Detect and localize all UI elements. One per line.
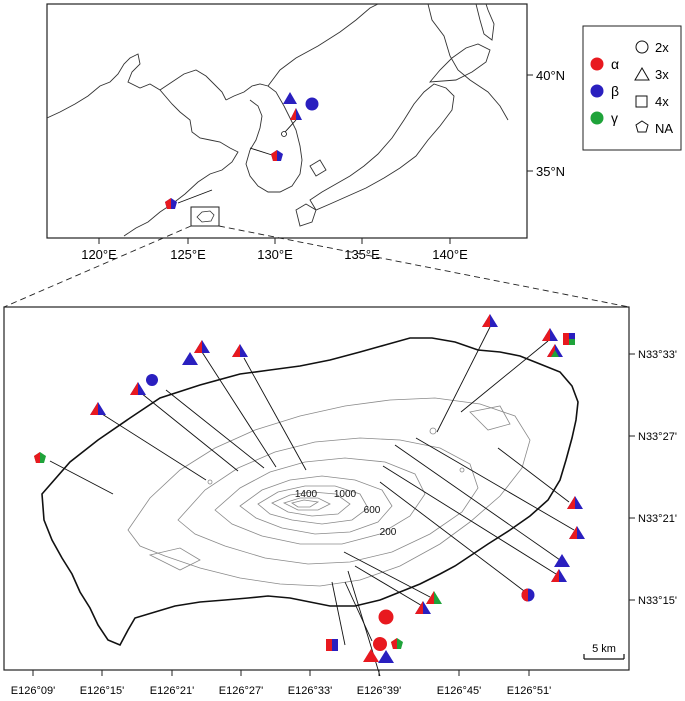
site-marker-pentagon-red-green — [391, 638, 403, 649]
zoom-connector-lines — [3, 225, 630, 308]
lon-tick-label: 120°E — [81, 247, 117, 262]
triangle-icon — [634, 67, 650, 81]
lat-tick-label: N33°15' — [638, 595, 677, 607]
site-marker-triangle-red-blue — [569, 526, 585, 539]
site-marker-triangle-red-blue-green — [547, 344, 563, 357]
site-marker-triangle-red-blue — [482, 314, 498, 327]
lon-tick-label: E126°21' — [150, 685, 194, 697]
region-map-frame — [46, 3, 528, 239]
contour-lines — [127, 397, 531, 587]
site-marker-pentagon-red-green — [34, 452, 46, 463]
lat-tick-label: N33°33' — [638, 349, 677, 361]
site-marker-square-red-blue-green — [563, 333, 575, 345]
legend-color-swatch — [590, 111, 604, 125]
lat-tick-label: N33°27' — [638, 431, 677, 443]
site-marker-triangle-red-blue — [542, 328, 558, 341]
circle-icon — [635, 40, 649, 54]
contour-label: 1000 — [334, 489, 357, 500]
site-marker-triangle-red-blue — [130, 382, 146, 395]
region-marker-triangle-red-blue — [290, 108, 302, 120]
contour-label: 600 — [364, 505, 381, 516]
lon-tick-label: 130°E — [257, 247, 293, 262]
scale-bar: 5 km — [583, 643, 625, 660]
legend-color-label: β — [611, 83, 619, 99]
lon-tick-label: 125°E — [170, 247, 206, 262]
site-marker-triangle-red-blue — [232, 344, 248, 357]
site-marker-triangle-blue — [182, 352, 198, 365]
jeju-inset-box — [190, 206, 220, 227]
lat-tick-label: 40°N — [536, 68, 565, 83]
region-marker-circle-blue — [305, 97, 319, 111]
site-marker-triangle-red — [363, 649, 379, 662]
legend-color-label: α — [611, 56, 619, 72]
coastlines — [47, 4, 509, 237]
site-marker-triangle-blue — [378, 650, 394, 663]
legend: α β γ 2x 3x 4x NA — [582, 25, 682, 151]
region-marker-pentagon-red-blue-2 — [165, 198, 177, 209]
pentagon-icon — [635, 120, 649, 133]
site-marker-circle-red — [378, 609, 394, 625]
island-map-frame — [3, 306, 630, 671]
legend-color-label: γ — [611, 110, 618, 126]
site-marker-triangle-red-blue — [194, 340, 210, 353]
site-marker-triangle-red-blue-green — [426, 591, 442, 604]
scale-bar-label: 5 km — [592, 643, 616, 655]
legend-shape-label: NA — [655, 121, 673, 136]
site-marker-triangle-blue — [554, 554, 570, 567]
lon-tick-label: E126°15' — [80, 685, 124, 697]
site-marker-triangle-red-blue — [567, 496, 583, 509]
site-leader-lines — [49, 326, 575, 677]
region-marker-pentagon-red-blue — [271, 150, 283, 161]
site-marker-circle-blue — [146, 374, 158, 386]
lon-tick-label: E126°45' — [437, 685, 481, 697]
lon-tick-label: E126°33' — [288, 685, 332, 697]
legend-shape-label: 4x — [655, 94, 669, 109]
region-map: 40°N 35°N 120°E 125°E 130°E 135°E 140°E — [46, 3, 565, 262]
lat-tick-label: 35°N — [536, 164, 565, 179]
legend-shape-label: 3x — [655, 67, 669, 82]
lon-tick-label: E126°27' — [219, 685, 263, 697]
lon-tick-label: E126°09' — [11, 685, 55, 697]
lat-tick-label: N33°21' — [638, 513, 677, 525]
site-marker-triangle-red-blue — [551, 569, 567, 582]
lon-tick-label: E126°51' — [507, 685, 551, 697]
site-marker-circle-red-blue — [521, 588, 535, 602]
contour-label: 200 — [380, 527, 397, 538]
island-map: 1400 1000 600 200 — [3, 306, 677, 697]
site-marker-triangle-red-blue — [90, 402, 106, 415]
contour-label: 1400 — [295, 489, 318, 500]
lon-tick-label: E126°39' — [357, 685, 401, 697]
site-marker-circle-red — [373, 637, 387, 651]
island-coastline — [41, 337, 579, 647]
region-marker-triangle-blue — [283, 92, 297, 104]
site-marker-triangle-red-blue — [415, 601, 431, 614]
legend-color-swatch — [590, 84, 604, 98]
square-icon — [635, 95, 648, 108]
site-marker-square-red-blue — [326, 639, 338, 651]
legend-color-swatch — [590, 57, 604, 71]
lon-tick-label: 140°E — [432, 247, 468, 262]
legend-shape-label: 2x — [655, 40, 669, 55]
